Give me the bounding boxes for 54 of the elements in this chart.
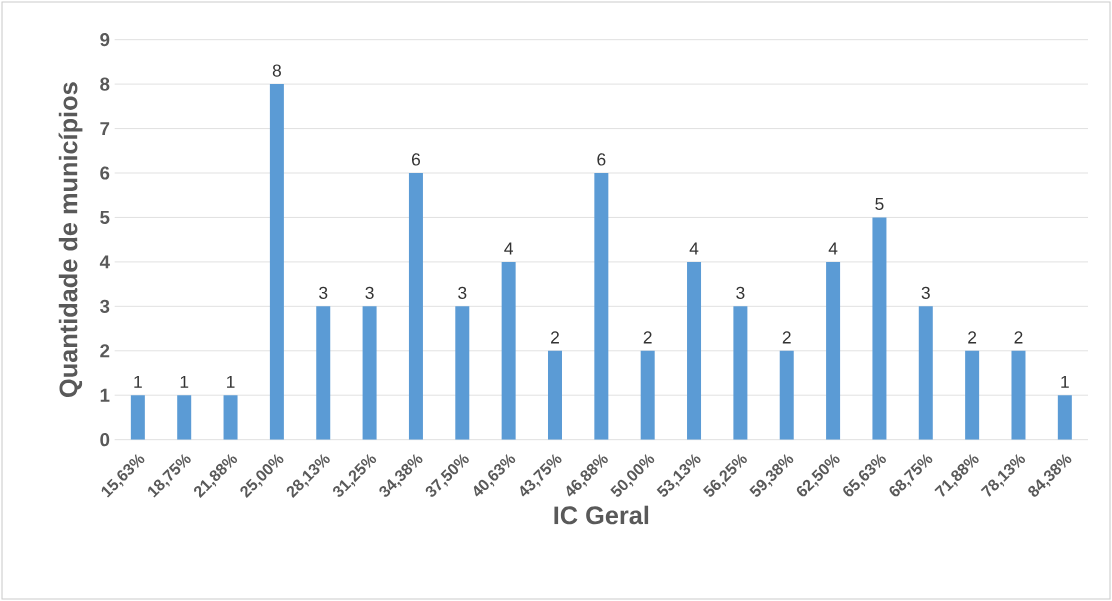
bar <box>362 306 377 440</box>
y-tick-label: 1 <box>100 388 110 402</box>
data-label: 2 <box>1014 331 1023 344</box>
bar <box>779 350 794 440</box>
data-label: 6 <box>597 153 606 166</box>
data-label: 3 <box>736 286 745 299</box>
data-label: 1 <box>134 375 142 388</box>
bar <box>733 306 748 440</box>
y-tick-label: 9 <box>100 33 110 47</box>
data-label: 1 <box>1061 375 1069 388</box>
bar <box>965 350 980 440</box>
bar <box>826 261 841 440</box>
bar <box>316 306 331 440</box>
data-label: 1 <box>180 375 189 388</box>
bar <box>501 261 516 440</box>
y-tick-label: 4 <box>99 255 110 269</box>
data-label: 2 <box>968 331 977 344</box>
bar <box>687 261 702 440</box>
bar <box>177 395 192 440</box>
bar <box>547 350 562 440</box>
data-label: 3 <box>458 286 467 299</box>
bar <box>130 395 145 440</box>
data-label: 8 <box>272 64 281 77</box>
data-label: 4 <box>689 242 699 255</box>
data-label: 5 <box>875 197 884 211</box>
data-label: 3 <box>319 286 328 299</box>
data-label: 3 <box>921 286 930 299</box>
data-label: 4 <box>828 242 838 255</box>
y-tick-label: 8 <box>100 77 110 91</box>
data-label: 6 <box>412 153 421 166</box>
bar <box>1011 350 1026 440</box>
data-label: 2 <box>551 331 559 344</box>
bar <box>1057 395 1072 440</box>
y-tick-label: 3 <box>100 299 110 313</box>
y-tick-label: 6 <box>100 166 110 180</box>
data-label: 2 <box>782 331 791 344</box>
y-tick-label: 7 <box>100 122 110 135</box>
y-tick-label: 5 <box>100 210 110 224</box>
bar <box>918 306 933 440</box>
bar <box>455 306 470 440</box>
x-axis-title: IC Geral <box>554 505 649 525</box>
bar <box>269 84 284 440</box>
bar <box>223 395 238 440</box>
data-label: 4 <box>504 242 513 255</box>
bar <box>594 173 609 440</box>
bar <box>408 173 423 440</box>
y-tick-label: 2 <box>100 344 110 358</box>
bar <box>872 217 887 440</box>
data-label: 3 <box>365 286 374 299</box>
y-axis-title: Quantidade de municípios <box>58 82 83 397</box>
data-label: 1 <box>227 375 235 388</box>
bar <box>640 350 655 440</box>
data-label: 2 <box>643 331 652 344</box>
y-tick-label: 0 <box>100 433 110 447</box>
